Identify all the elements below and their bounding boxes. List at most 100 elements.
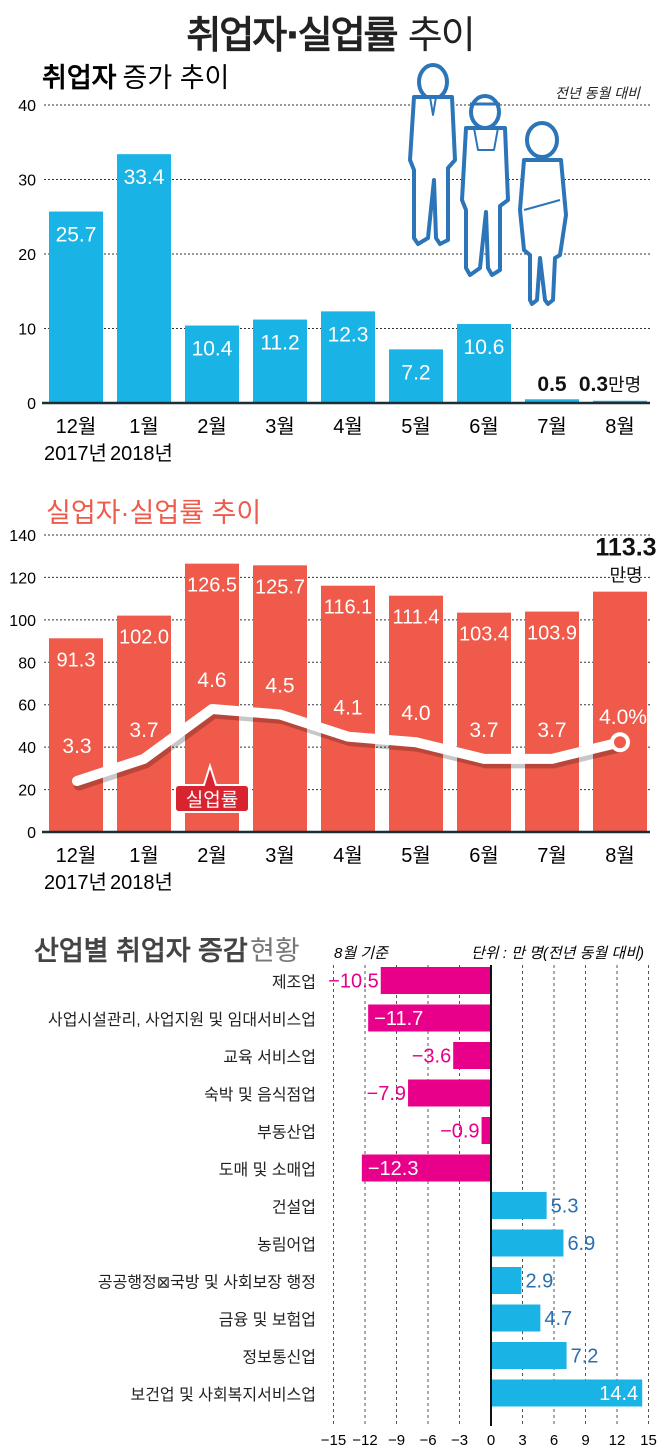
x-tick-label: 12 xyxy=(609,1432,626,1449)
x-tick-label: 2월 xyxy=(197,844,227,867)
industry-category-label: 공공행정⊠국방 및 사회보장 행정 xyxy=(98,1274,316,1292)
industry-grid xyxy=(333,965,649,1426)
x-tick-label: 8월 xyxy=(605,844,635,867)
unemployment-bar xyxy=(49,638,103,832)
unit-suffix: 만명 xyxy=(608,375,641,395)
industry-category-label: 보건업 및 사회복지서비스업 xyxy=(130,1386,316,1404)
negative-bar xyxy=(368,1004,491,1032)
rate-value-label: 3.3 xyxy=(62,735,91,758)
employment-title-bold: 취업자 xyxy=(42,63,117,93)
rate-value-label: 3.7 xyxy=(469,719,498,742)
negative-bar xyxy=(481,1117,491,1144)
industry-category-label: 사업시설관리, 사업지원 및 임대서비스업 xyxy=(48,1011,316,1029)
industry-value-label: −12.3 xyxy=(368,1158,419,1180)
positive-bar xyxy=(491,1267,522,1294)
x-tick-label: 6 xyxy=(550,1432,558,1449)
rate-value-label: 4.0 xyxy=(401,702,430,725)
year-label-2018: 2018년 xyxy=(110,871,173,894)
industry-value-label: −3.6 xyxy=(412,1046,451,1068)
industry-value-label: 7.2 xyxy=(571,1346,599,1368)
y-tick-label: 120 xyxy=(9,570,36,587)
unemployment-bar xyxy=(457,612,511,832)
y-tick-label: 80 xyxy=(18,655,36,672)
three-workers-icon xyxy=(408,63,568,306)
unemployment-y-axis: 0 20 40 60 80 100 120 140 xyxy=(9,528,36,842)
y-tick-label: 40 xyxy=(18,98,36,115)
unemployment-value-label: 91.3 xyxy=(57,649,96,671)
industry-category-label: 금융 및 보험업 xyxy=(219,1311,316,1329)
employment-value-label: 0.5 xyxy=(537,373,567,396)
unemployment-bar xyxy=(117,615,171,832)
y-tick-label: 140 xyxy=(9,528,36,545)
unemployment-value-label: 125.7 xyxy=(255,576,305,598)
main-title-bold: 취업자·실업률 xyxy=(186,13,398,57)
x-tick-label: −3 xyxy=(451,1432,468,1449)
y-tick-label: 0 xyxy=(27,396,36,413)
unemployment-rate-callout-label: 실업률 xyxy=(186,789,238,811)
rate-value-label: 4.0% xyxy=(599,706,647,729)
employment-value-label: 7.2 xyxy=(401,361,430,384)
employment-note: 전년 동월 대비 xyxy=(555,85,641,101)
negative-bar xyxy=(408,1079,491,1107)
x-tick-label: 15 xyxy=(640,1432,657,1449)
positive-bar xyxy=(491,1379,643,1407)
positive-bar xyxy=(491,1342,567,1369)
y-tick-label: 10 xyxy=(18,322,36,339)
employment-bars: 25.7 33.4 10.4 11.2 12.3 7.2 10.6 0.5 0.3만명 xyxy=(49,154,647,403)
industry-category-label: 정보통신업 xyxy=(242,1349,316,1367)
positive-bar xyxy=(491,1304,541,1332)
industry-bars: −10.5 −11.7 −3.6 −7.9 −0.9 −12.3 5.3 6.9 2.9 4.7 7… xyxy=(328,967,643,1407)
main-title-light: 추이 xyxy=(407,13,476,57)
unemployment-bar xyxy=(253,565,307,832)
x-tick-label: 4월 xyxy=(333,844,363,867)
x-tick-label: 3월 xyxy=(265,844,295,867)
unemployment-bars: 91.3 102.0 126.5 125.7 116.1 111.4 103.4 103.9 1… xyxy=(49,534,657,832)
unemployment-bar xyxy=(525,611,579,832)
positive-bar xyxy=(491,1192,547,1219)
employment-y-axis: 0 10 20 30 40 xyxy=(18,98,36,413)
employment-bar xyxy=(389,349,443,403)
industry-value-label: −10.5 xyxy=(328,971,379,993)
unemployment-value-label: 113.3 xyxy=(595,534,656,562)
employment-chart: 취업자 증가 추이 전년 동월 대비 0 10 20 30 40 25.7 33.4 10.… xyxy=(18,63,650,465)
industry-title-light: 현황 xyxy=(250,936,300,966)
worker-helmet-icon xyxy=(460,94,510,277)
industry-category-label: 부동산업 xyxy=(257,1124,316,1142)
industry-value-label: 4.7 xyxy=(544,1308,572,1330)
unemployment-value-label: 111.4 xyxy=(392,607,439,629)
rate-value-label: 3.7 xyxy=(537,719,566,742)
employment-value-label: 10.6 xyxy=(464,336,505,359)
x-tick-label: 1월 xyxy=(129,844,159,867)
worker-suit-icon xyxy=(408,63,457,246)
employment-value-label: 10.4 xyxy=(192,338,233,361)
x-tick-label: 12월 xyxy=(56,415,97,438)
worker-woman-icon xyxy=(518,121,568,306)
rate-value-label: 4.6 xyxy=(197,669,226,692)
negative-bar xyxy=(453,1042,491,1069)
unemployment-chart-title: 실업자·실업률 추이 xyxy=(46,498,261,528)
x-tick-label: 12월 xyxy=(56,844,97,867)
industry-category-label: 교육 서비스업 xyxy=(223,1049,316,1067)
employment-bar xyxy=(525,399,579,403)
negative-bar xyxy=(380,967,491,994)
industry-value-label: 2.9 xyxy=(525,1271,553,1293)
unemployment-bar xyxy=(593,591,647,832)
unemployment-value-label: 126.5 xyxy=(187,575,237,597)
employment-x-labels: 12월 1월 2월 3월 4월 5월 6월 7월 8월 xyxy=(56,415,635,438)
x-tick-label: −6 xyxy=(419,1432,436,1449)
rate-line-endpoint xyxy=(610,732,630,753)
y-tick-label: 60 xyxy=(18,698,36,715)
y-tick-label: 40 xyxy=(18,740,36,757)
x-tick-label: 4월 xyxy=(333,415,363,438)
x-tick-label: 3월 xyxy=(265,415,295,438)
x-tick-label: 6월 xyxy=(469,844,499,867)
main-title: 취업자·실업률 추이 xyxy=(0,4,660,59)
industry-title-bold: 산업별 취업자 증감 xyxy=(34,936,248,966)
employment-value-label: 33.4 xyxy=(124,166,165,189)
unemployment-value-label: 116.1 xyxy=(324,597,373,619)
employment-bar xyxy=(185,325,239,403)
unemployment-bar xyxy=(389,595,443,832)
industry-value-label: −11.7 xyxy=(374,1008,423,1030)
employment-bar xyxy=(49,211,103,403)
